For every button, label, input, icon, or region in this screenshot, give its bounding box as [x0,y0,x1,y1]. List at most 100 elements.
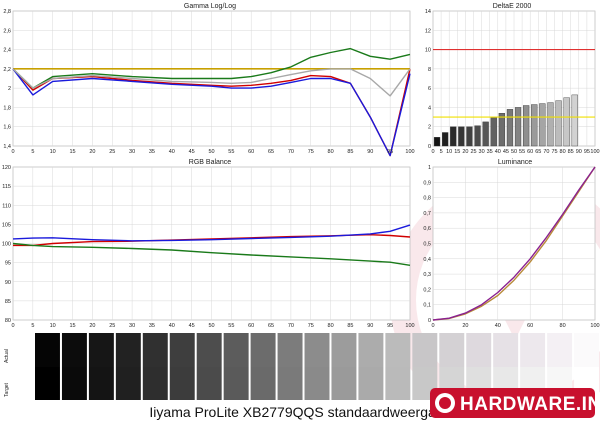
deltae-bar [474,125,481,147]
deltae-grid [432,10,596,147]
luminance-grid [432,166,596,321]
swatch-target [223,367,249,400]
swatch-target [250,367,276,400]
x-tick-label: 60 [248,149,254,155]
x-tick-label: 65 [268,323,274,329]
y-tick-label: 95 [5,261,11,267]
rgb-x-ticks: 0 5 10 15 20 25 30 35 40 45 50 55 60 65 70 75 80 85 90 95 10… [11,323,414,329]
x-tick-label: 80 [560,323,566,329]
x-tick-label: 85 [347,149,353,155]
y-tick-label: 4 [428,105,431,111]
swatch-actual [358,333,384,367]
x-tick-label: 95 [584,149,590,155]
y-tick-label: 10 [425,48,431,54]
row-label-actual: Actual [4,349,10,363]
x-tick-label: 75 [308,323,314,329]
swatch-actual [520,333,546,367]
y-tick-label: 1,4 [3,144,11,150]
x-tick-label: 35 [487,149,493,155]
x-tick-label: 50 [208,149,214,155]
swatch-target [142,367,168,400]
deltae-chart: DeltaE 2000 0 5 10 15 20 25 30 35 40 45 50 55 60 65 70… [425,3,600,155]
hardware-info-logo: HARDWARE.INFO [430,388,595,418]
x-tick-label: 20 [462,323,468,329]
x-tick-label: 75 [551,149,557,155]
gamma-x-ticks: 0 5 10 15 20 25 30 35 40 45 50 55 60 65 70 75 80 85 90 95 10… [11,149,414,155]
x-tick-label: 65 [535,149,541,155]
x-tick-label: 60 [527,323,533,329]
swatch-target [115,367,141,400]
swatch-target [169,367,195,400]
x-tick-label: 55 [519,149,525,155]
series-line [13,233,411,247]
x-tick-label: 55 [228,149,234,155]
logo-text: HARDWARE.INFO [460,394,595,415]
x-tick-label: 30 [479,149,485,155]
y-tick-label: 0,1 [423,303,431,309]
deltae-x-ticks: 0 5 10 15 20 25 30 35 40 45 50 55 60 65 70 75 80 85 90 95 10… [431,149,599,155]
y-tick-label: 100 [2,242,11,248]
deltae-bar [466,126,473,147]
y-tick-label: 1 [428,165,431,171]
x-tick-label: 5 [31,323,34,329]
x-tick-label: 80 [328,149,334,155]
swatch-actual [574,333,599,367]
deltae-bar [458,126,465,147]
x-tick-label: 75 [308,149,314,155]
y-tick-label: 0,8 [423,196,431,202]
x-tick-label: 40 [169,149,175,155]
x-tick-label: 40 [495,149,501,155]
series-line [12,47,411,89]
y-tick-label: 0,5 [423,242,431,248]
x-tick-label: 95 [387,323,393,329]
y-tick-label: 2 [8,86,11,92]
chart-canvas: Gamma Log/Log 0 5 10 15 20 25 30 35 40 45 50 55 60 65… [2,3,600,425]
x-tick-label: 45 [189,149,195,155]
x-tick-label: 100 [405,323,414,329]
rgb-balance-chart: RGB Balance 0 5 10 15 20 25 30 35 40 45 50 55 60 65 70… [2,159,415,329]
x-tick-label: 80 [560,149,566,155]
y-tick-label: 85 [5,299,11,305]
x-tick-label: 100 [405,149,414,155]
deltae-bar [514,107,522,147]
deltae-bar [555,100,562,147]
y-tick-label: 2,4 [3,48,11,54]
deltae-bar [563,97,570,147]
luminance-chart: Luminance 0 20 40 60 80 100 00,10,20,30,40,50… [423,159,599,329]
deltae-bar [498,113,505,147]
x-tick-label: 40 [169,323,175,329]
x-tick-label: 40 [495,323,501,329]
chart-caption: Iiyama ProLite XB2779QQS standaardweerga… [149,404,451,420]
x-tick-label: 0 [11,149,14,155]
rgb-grid [12,166,411,321]
x-tick-label: 90 [367,149,373,155]
gamma-y-ticks: 1,4 1,6 1,8 2 2,2 2,4 2,6 2,8 [3,9,11,150]
deltae-bars [433,94,578,147]
luminance-series [432,166,596,321]
grayscale-swatches [35,333,599,400]
series-line [432,166,596,321]
swatch-target [331,367,357,400]
swatch-actual [250,333,276,367]
x-tick-label: 0 [431,149,434,155]
swatch-actual [304,333,330,367]
x-tick-label: 65 [268,149,274,155]
x-tick-label: 5 [440,149,443,155]
swatch-actual [223,333,249,367]
swatch-target [88,367,114,400]
swatch-actual [142,333,168,367]
swatch-target [385,367,411,400]
x-tick-label: 90 [367,323,373,329]
x-tick-label: 25 [470,149,476,155]
y-tick-label: 90 [5,280,11,286]
x-tick-label: 0 [431,323,434,329]
x-tick-label: 100 [590,323,599,329]
y-tick-label: 0 [428,318,431,324]
series-line [12,224,411,242]
deltae-bar [539,103,546,147]
x-tick-label: 10 [50,149,56,155]
y-tick-label: 105 [2,222,11,228]
x-tick-label: 70 [288,149,294,155]
y-tick-label: 14 [425,9,431,15]
x-tick-label: 25 [109,149,115,155]
